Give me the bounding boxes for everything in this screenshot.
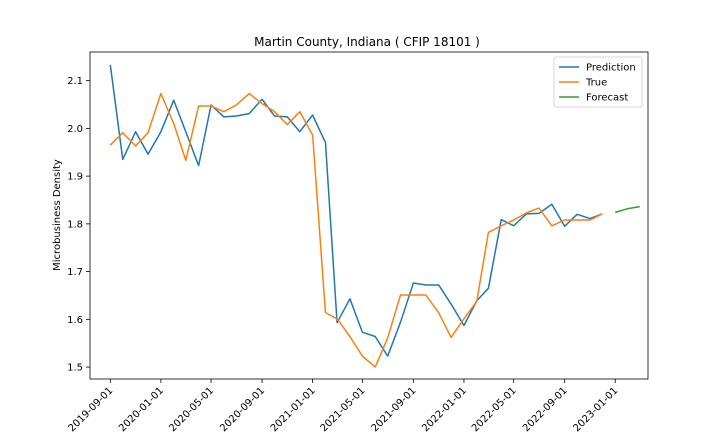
y-tick-label: 1.9 <box>67 172 83 183</box>
y-tick-label: 2.0 <box>67 124 83 135</box>
x-tick-label: 2023-01-01 <box>571 385 620 432</box>
plot-frame <box>89 51 649 380</box>
y-tick-label: 1.5 <box>67 363 83 374</box>
series-line-true <box>109 92 603 368</box>
plot-area: 1.5 1.6 1.7 1.8 1.9 2.0 2.1 2019-09-01 2020-01-0… <box>67 51 649 434</box>
x-tick-label: 2021-01-01 <box>269 385 318 432</box>
legend-box <box>553 56 643 108</box>
series-line-forecast <box>615 205 640 214</box>
x-tick-label: 2021-05-01 <box>319 385 368 432</box>
y-tick-label: 1.8 <box>67 219 83 230</box>
x-tick-label: 2022-05-01 <box>470 385 519 432</box>
legend-label-true: True <box>585 78 607 89</box>
x-tick-label: 2022-01-01 <box>420 385 469 432</box>
chart-title: Martin County, Indiana ( CFIP 18101 ) <box>254 35 480 49</box>
legend: Prediction True Forecast <box>553 56 643 108</box>
y-tick-label: 2.1 <box>67 76 83 87</box>
x-tick-label: 2019-09-01 <box>67 385 116 432</box>
y-tick-label: 1.6 <box>67 315 83 326</box>
y-axis-label: Microbusiness Density <box>52 159 63 271</box>
legend-label-prediction: Prediction <box>586 63 636 74</box>
x-tick-label: 2020-09-01 <box>218 385 267 432</box>
series-line-prediction <box>109 64 603 357</box>
x-tick-label: 2021-09-01 <box>370 385 419 432</box>
x-tick-label: 2020-05-01 <box>167 385 216 432</box>
x-tick-label: 2022-09-01 <box>521 385 570 432</box>
y-tick-label: 1.7 <box>67 267 83 278</box>
x-tick-label: 2020-01-01 <box>117 385 166 432</box>
legend-label-forecast: Forecast <box>586 93 628 104</box>
